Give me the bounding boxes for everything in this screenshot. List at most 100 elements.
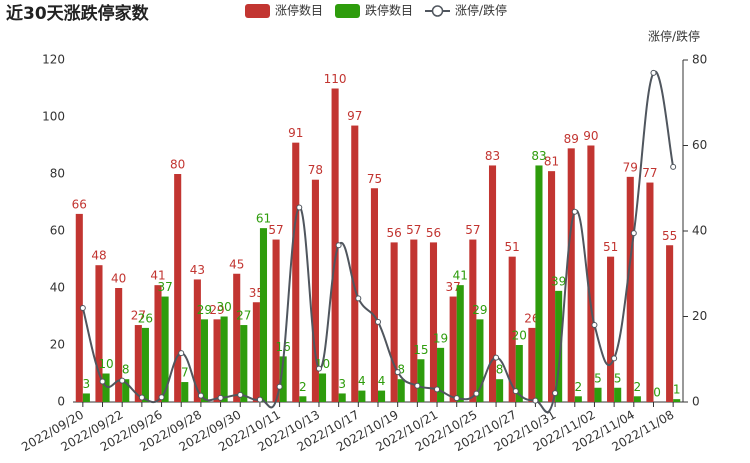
chart-title: 近30天涨跌停家数 — [6, 3, 150, 24]
line-point — [650, 69, 657, 76]
value-label: 40 — [111, 272, 126, 286]
value-label: 97 — [347, 109, 362, 123]
line-point — [532, 397, 539, 404]
bar — [181, 382, 189, 402]
value-label: 77 — [642, 166, 657, 180]
value-label: 3 — [338, 377, 346, 391]
line-point — [99, 378, 106, 385]
value-label: 61 — [256, 212, 271, 226]
y-tick-label: 20 — [50, 338, 65, 352]
line-point — [138, 394, 145, 401]
bar — [115, 288, 123, 402]
value-label: 41 — [150, 269, 165, 283]
bar — [437, 347, 445, 402]
value-label: 27 — [131, 309, 146, 323]
value-label: 30 — [216, 300, 231, 314]
line-point — [434, 386, 441, 393]
bar — [488, 165, 497, 402]
value-label: 83 — [531, 149, 546, 163]
bar — [134, 325, 142, 402]
value-label: 57 — [465, 223, 480, 237]
bar — [240, 325, 248, 402]
bar — [299, 396, 307, 402]
line-point — [512, 388, 519, 395]
value-label: 39 — [551, 274, 566, 288]
value-label: 37 — [157, 280, 172, 294]
value-label: 51 — [505, 240, 520, 254]
line-point — [630, 230, 637, 237]
line-point — [217, 394, 224, 401]
line-point — [453, 395, 460, 402]
bar — [154, 285, 162, 402]
value-label: 0 — [653, 386, 661, 400]
value-label: 89 — [564, 132, 579, 146]
value-label: 91 — [288, 126, 303, 140]
value-label: 16 — [276, 340, 291, 354]
value-label: 41 — [453, 269, 468, 283]
bar — [174, 174, 182, 402]
line-point — [79, 304, 86, 311]
line-point — [256, 396, 263, 403]
value-label: 1 — [673, 383, 681, 397]
bar — [594, 387, 602, 402]
value-label: 10 — [98, 357, 113, 371]
value-label: 55 — [662, 229, 677, 243]
bar — [292, 142, 300, 402]
value-label: 110 — [324, 72, 347, 86]
value-label: 5 — [594, 371, 602, 385]
value-label: 2 — [574, 380, 582, 394]
bar — [496, 379, 504, 402]
bar — [449, 296, 457, 402]
bar — [141, 327, 149, 402]
bar — [626, 176, 634, 402]
line-point — [414, 382, 421, 389]
legend-label: 涨停/跌停 — [455, 3, 507, 18]
bar — [607, 256, 615, 402]
bar — [122, 379, 130, 402]
line-point — [552, 390, 559, 397]
bar — [331, 88, 339, 402]
bar — [555, 290, 563, 402]
value-label: 29 — [472, 303, 487, 317]
bar — [351, 125, 359, 403]
bar — [666, 245, 674, 402]
bar — [338, 393, 346, 402]
bar — [417, 359, 425, 402]
bar — [318, 373, 327, 402]
legend-label: 涨停数目 — [275, 3, 323, 18]
value-label: 80 — [170, 158, 185, 172]
bar — [587, 145, 595, 402]
bar — [410, 239, 418, 402]
bar — [358, 390, 366, 402]
line-point — [296, 204, 303, 211]
y2-tick-label: 20 — [692, 309, 707, 323]
value-label: 4 — [378, 374, 386, 388]
value-label: 79 — [623, 160, 638, 174]
bar — [233, 273, 241, 402]
bar — [614, 387, 622, 402]
bar — [528, 327, 536, 402]
y-tick-label: 60 — [50, 224, 65, 238]
line-point — [670, 163, 677, 170]
bar — [200, 319, 208, 402]
bar — [646, 182, 654, 402]
line-point — [611, 355, 618, 362]
bar — [535, 165, 543, 402]
value-label: 66 — [72, 197, 87, 211]
value-label: 8 — [122, 363, 130, 377]
legend-swatch — [245, 4, 270, 18]
value-label: 57 — [268, 223, 283, 237]
bar — [272, 239, 280, 402]
value-label: 2 — [634, 380, 642, 394]
bar — [75, 213, 83, 402]
bar — [574, 396, 582, 402]
legend-swatch — [335, 4, 360, 18]
y2-tick-label: 0 — [692, 395, 700, 409]
value-label: 2 — [299, 380, 307, 394]
value-label: 5 — [614, 371, 622, 385]
bar — [515, 345, 523, 402]
bar — [161, 296, 169, 402]
line-point — [276, 383, 283, 390]
